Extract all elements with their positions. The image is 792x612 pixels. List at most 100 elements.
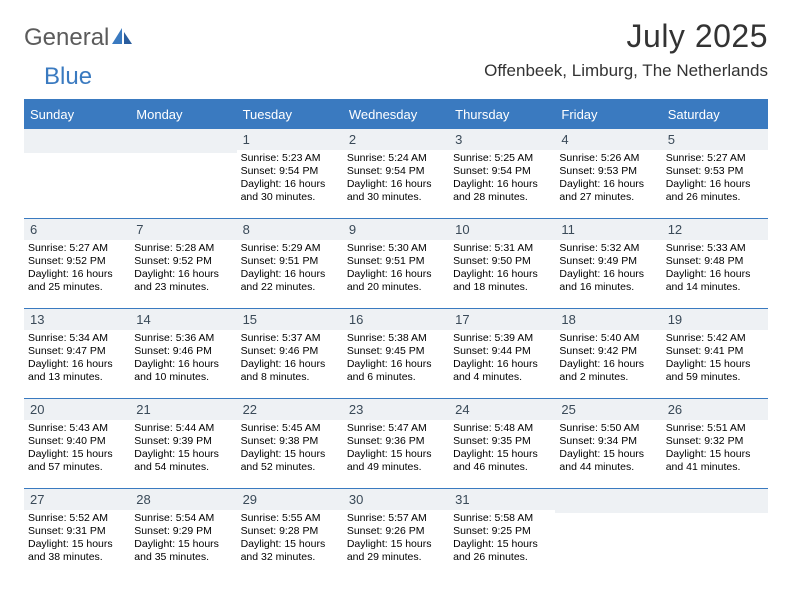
day-details: Sunrise: 5:45 AMSunset: 9:38 PMDaylight:… [237, 420, 343, 479]
sunset-line: Sunset: 9:26 PM [347, 525, 445, 538]
page: General July 2025 Offenbeek, Limburg, Th… [0, 0, 792, 594]
daylight-line: Daylight: 15 hours and 54 minutes. [134, 448, 232, 474]
sunset-line: Sunset: 9:49 PM [559, 255, 657, 268]
day-details: Sunrise: 5:27 AMSunset: 9:53 PMDaylight:… [662, 150, 768, 209]
day-number: 11 [555, 218, 661, 240]
day-number: 2 [343, 128, 449, 150]
day-details: Sunrise: 5:27 AMSunset: 9:52 PMDaylight:… [24, 240, 130, 299]
day-details: Sunrise: 5:40 AMSunset: 9:42 PMDaylight:… [555, 330, 661, 389]
sunrise-line: Sunrise: 5:24 AM [347, 152, 445, 165]
day-details: Sunrise: 5:54 AMSunset: 9:29 PMDaylight:… [130, 510, 236, 569]
sunrise-line: Sunrise: 5:44 AM [134, 422, 232, 435]
day-details: Sunrise: 5:42 AMSunset: 9:41 PMDaylight:… [662, 330, 768, 389]
day-number: 31 [449, 488, 555, 510]
day-number: 1 [237, 128, 343, 150]
calendar-day-cell [24, 128, 130, 218]
sunset-line: Sunset: 9:54 PM [241, 165, 339, 178]
day-number: 15 [237, 308, 343, 330]
logo-text-general: General [24, 24, 109, 52]
sunrise-line: Sunrise: 5:52 AM [28, 512, 126, 525]
daylight-line: Daylight: 15 hours and 46 minutes. [453, 448, 551, 474]
calendar-day-cell: 1Sunrise: 5:23 AMSunset: 9:54 PMDaylight… [237, 128, 343, 218]
sunset-line: Sunset: 9:53 PM [559, 165, 657, 178]
daylight-line: Daylight: 15 hours and 38 minutes. [28, 538, 126, 564]
daylight-line: Daylight: 16 hours and 23 minutes. [134, 268, 232, 294]
daylight-line: Daylight: 16 hours and 26 minutes. [666, 178, 764, 204]
day-details: Sunrise: 5:31 AMSunset: 9:50 PMDaylight:… [449, 240, 555, 299]
daylight-line: Daylight: 15 hours and 35 minutes. [134, 538, 232, 564]
day-details: Sunrise: 5:38 AMSunset: 9:45 PMDaylight:… [343, 330, 449, 389]
day-number: 5 [662, 128, 768, 150]
sunset-line: Sunset: 9:46 PM [134, 345, 232, 358]
sunrise-line: Sunrise: 5:25 AM [453, 152, 551, 165]
day-details: Sunrise: 5:48 AMSunset: 9:35 PMDaylight:… [449, 420, 555, 479]
day-number: 16 [343, 308, 449, 330]
calendar-day-cell [662, 488, 768, 578]
day-number-blank [24, 128, 130, 153]
daylight-line: Daylight: 16 hours and 22 minutes. [241, 268, 339, 294]
calendar-day-cell: 16Sunrise: 5:38 AMSunset: 9:45 PMDayligh… [343, 308, 449, 398]
day-number: 28 [130, 488, 236, 510]
daylight-line: Daylight: 16 hours and 25 minutes. [28, 268, 126, 294]
day-number: 20 [24, 398, 130, 420]
sunrise-line: Sunrise: 5:45 AM [241, 422, 339, 435]
sunrise-line: Sunrise: 5:58 AM [453, 512, 551, 525]
day-number: 13 [24, 308, 130, 330]
daylight-line: Daylight: 16 hours and 28 minutes. [453, 178, 551, 204]
sunrise-line: Sunrise: 5:47 AM [347, 422, 445, 435]
sunrise-line: Sunrise: 5:29 AM [241, 242, 339, 255]
daylight-line: Daylight: 16 hours and 16 minutes. [559, 268, 657, 294]
sunrise-line: Sunrise: 5:32 AM [559, 242, 657, 255]
day-details: Sunrise: 5:30 AMSunset: 9:51 PMDaylight:… [343, 240, 449, 299]
weekday-header: Friday [555, 101, 661, 128]
calendar-day-cell: 2 Sunrise: 5:24 AMSunset: 9:54 PMDaylight… [343, 128, 449, 218]
day-number: 6 [24, 218, 130, 240]
daylight-line: Daylight: 16 hours and 8 minutes. [241, 358, 339, 384]
sunset-line: Sunset: 9:54 PM [347, 165, 445, 178]
day-details: Sunrise: 5:43 AMSunset: 9:40 PMDaylight:… [24, 420, 130, 479]
daylight-line: Daylight: 16 hours and 13 minutes. [28, 358, 126, 384]
sunset-line: Sunset: 9:32 PM [666, 435, 764, 448]
weekday-header: Thursday [449, 101, 555, 128]
day-number: 9 [343, 218, 449, 240]
day-number: 14 [130, 308, 236, 330]
sunrise-line: Sunrise: 5:34 AM [28, 332, 126, 345]
calendar-day-cell [555, 488, 661, 578]
calendar-day-cell: 18Sunrise: 5:40 AMSunset: 9:42 PMDayligh… [555, 308, 661, 398]
day-number: 23 [343, 398, 449, 420]
sunset-line: Sunset: 9:29 PM [134, 525, 232, 538]
sunset-line: Sunset: 9:36 PM [347, 435, 445, 448]
day-details: Sunrise: 5:25 AMSunset: 9:54 PMDaylight:… [449, 150, 555, 209]
sunrise-line: Sunrise: 5:33 AM [666, 242, 764, 255]
daylight-line: Daylight: 16 hours and 27 minutes. [559, 178, 657, 204]
calendar-day-cell: 26Sunrise: 5:51 AMSunset: 9:32 PMDayligh… [662, 398, 768, 488]
sunrise-line: Sunrise: 5:23 AM [241, 152, 339, 165]
day-details: Sunrise: 5:55 AMSunset: 9:28 PMDaylight:… [237, 510, 343, 569]
sunset-line: Sunset: 9:50 PM [453, 255, 551, 268]
day-details: Sunrise: 5:57 AMSunset: 9:26 PMDaylight:… [343, 510, 449, 569]
sunset-line: Sunset: 9:40 PM [28, 435, 126, 448]
calendar-day-cell: 13Sunrise: 5:34 AMSunset: 9:47 PMDayligh… [24, 308, 130, 398]
calendar-day-cell: 6Sunrise: 5:27 AMSunset: 9:52 PMDaylight… [24, 218, 130, 308]
calendar-day-cell: 19Sunrise: 5:42 AMSunset: 9:41 PMDayligh… [662, 308, 768, 398]
sunrise-line: Sunrise: 5:48 AM [453, 422, 551, 435]
sunrise-line: Sunrise: 5:51 AM [666, 422, 764, 435]
day-details: Sunrise: 5:23 AMSunset: 9:54 PMDaylight:… [237, 150, 343, 209]
day-details: Sunrise: 5:39 AMSunset: 9:44 PMDaylight:… [449, 330, 555, 389]
day-details: Sunrise: 5:58 AMSunset: 9:25 PMDaylight:… [449, 510, 555, 569]
daylight-line: Daylight: 16 hours and 30 minutes. [347, 178, 445, 204]
sunrise-line: Sunrise: 5:36 AM [134, 332, 232, 345]
daylight-line: Daylight: 15 hours and 49 minutes. [347, 448, 445, 474]
calendar-week-row: 27Sunrise: 5:52 AMSunset: 9:31 PMDayligh… [24, 488, 768, 578]
day-number: 10 [449, 218, 555, 240]
calendar-day-cell: 3Sunrise: 5:25 AMSunset: 9:54 PMDaylight… [449, 128, 555, 218]
calendar-day-cell: 21Sunrise: 5:44 AMSunset: 9:39 PMDayligh… [130, 398, 236, 488]
daylight-line: Daylight: 15 hours and 26 minutes. [453, 538, 551, 564]
sunset-line: Sunset: 9:46 PM [241, 345, 339, 358]
day-details: Sunrise: 5:26 AMSunset: 9:53 PMDaylight:… [555, 150, 661, 209]
daylight-line: Daylight: 16 hours and 18 minutes. [453, 268, 551, 294]
calendar-day-cell: 4Sunrise: 5:26 AMSunset: 9:53 PMDaylight… [555, 128, 661, 218]
sunrise-line: Sunrise: 5:43 AM [28, 422, 126, 435]
day-number: 30 [343, 488, 449, 510]
day-number-blank [662, 488, 768, 513]
